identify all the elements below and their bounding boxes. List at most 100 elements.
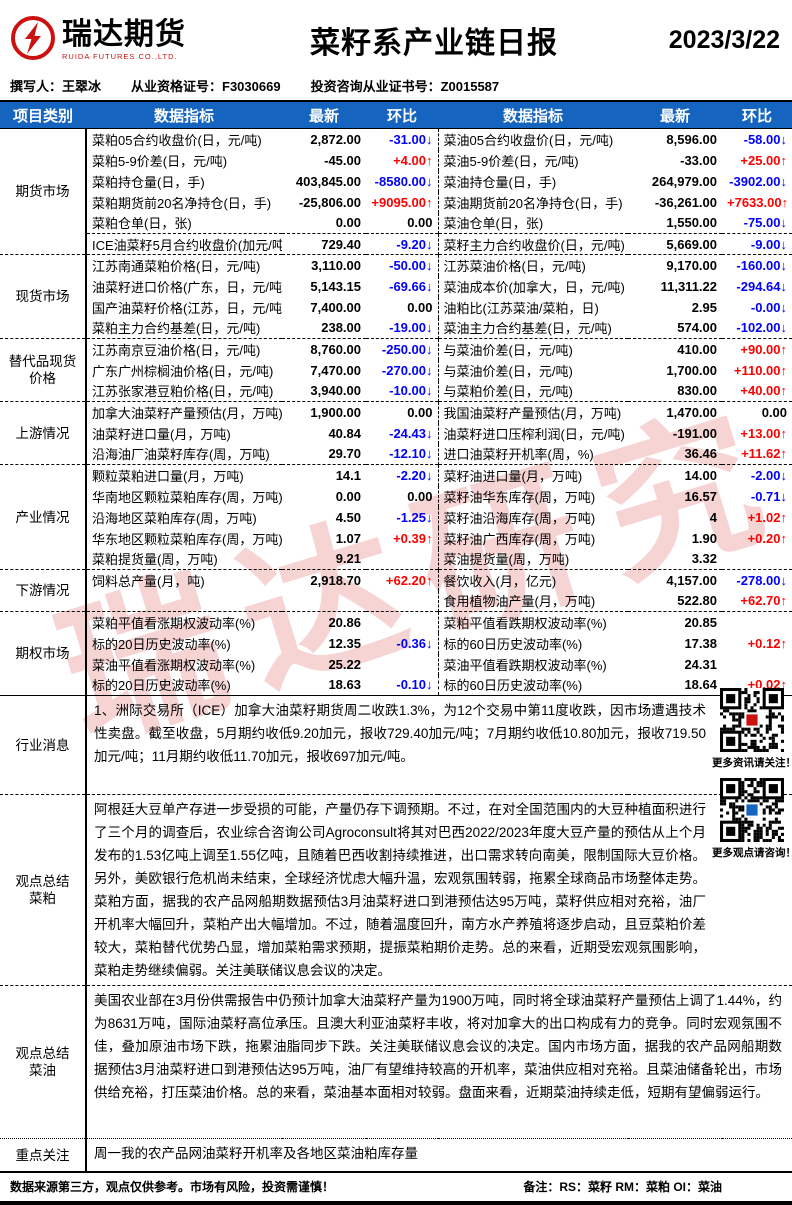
value-cell: 1,900.00 bbox=[282, 401, 366, 423]
data-table: 项目类别 数据指标 最新 环比 数据指标 最新 环比 期货市场 菜粕05合约收盘价… bbox=[0, 102, 792, 1173]
value-cell: 1.90 bbox=[691, 530, 717, 546]
change-cell: 0.00 bbox=[407, 299, 433, 315]
qr-caption-contact: 更多观点请咨询！ bbox=[712, 847, 792, 859]
indicator-cell: 华南地区颗粒菜粕库存(周，万吨) bbox=[92, 489, 282, 505]
change-cell: -24.43↓ bbox=[389, 425, 433, 441]
indicator-cell: 与菜油价差(日，元/吨) bbox=[437, 359, 628, 381]
qr-caption-news: 更多资讯请关注！ bbox=[712, 757, 792, 769]
indicator-cell: 标的20日历史波动率(%) bbox=[92, 678, 231, 694]
table-row: 菜粕5-9价差(日，元/吨) -45.00 +4.00↑ 菜油5-9价差(日，元/吨)… bbox=[0, 149, 792, 171]
table-row: 重点关注 周一我的农产品网油菜籽开机率及各地区菜油粕库存量 bbox=[0, 1138, 792, 1173]
indicator-cell: 油菜籽进口量(月，万吨) bbox=[92, 426, 231, 442]
change-cell: -270.00↓ bbox=[381, 362, 433, 378]
table-row: 食用植物油产量(月，万吨) 522.80 +62.70↑ bbox=[0, 590, 792, 612]
change-cell: -0.10↓ bbox=[396, 677, 433, 693]
change-cell: -2.00↓ bbox=[722, 464, 792, 486]
change-cell: +1.02↑ bbox=[747, 509, 787, 525]
change-cell bbox=[722, 549, 792, 570]
value-cell: 4,157.00 bbox=[628, 569, 722, 591]
indicator-cell: 菜油5-9价差(日，元/吨) bbox=[437, 149, 628, 171]
change-cell: 0.00 bbox=[366, 401, 438, 423]
value-cell: 20.86 bbox=[282, 611, 366, 633]
value-cell: 1,470.00 bbox=[628, 401, 722, 423]
table-row: 标的20日历史波动率(%) 18.63 -0.10↓ 标的60日历史波动率(%) 18.… bbox=[0, 674, 792, 696]
change-cell: +0.12↑ bbox=[747, 635, 787, 651]
change-cell: -19.00↓ bbox=[389, 320, 433, 336]
text-cell: 阿根廷大豆单产存进一步受损的可能，产量仍存下调预期。不过，在对全国范围内的大豆种… bbox=[86, 794, 792, 986]
change-cell bbox=[366, 654, 438, 675]
value-cell: 8,760.00 bbox=[282, 338, 366, 360]
value-cell: 729.40 bbox=[282, 233, 366, 255]
value-cell: 3,110.00 bbox=[282, 254, 366, 276]
indicator-cell: 颗粒菜粕进口量(月，万吨) bbox=[86, 464, 282, 486]
value-cell: -45.00 bbox=[324, 152, 361, 168]
value-cell: 2.95 bbox=[691, 299, 717, 315]
value-cell: 830.00 bbox=[677, 383, 717, 399]
change-cell: +62.20↑ bbox=[366, 569, 438, 591]
category-cell: 现货市场 bbox=[0, 254, 87, 339]
indicator-cell: 油粕比(江苏菜油/菜粕，日) bbox=[437, 296, 628, 318]
change-cell: 0.00 bbox=[722, 401, 792, 423]
table-row: 华东地区颗粒菜粕库存(周，万吨) 1.07 +0.39↑ 菜籽油广西库存(周，万吨) 1… bbox=[0, 527, 792, 549]
category-cell: 观点总结 菜粕 bbox=[0, 794, 87, 986]
table-row: 观点总结 菜粕 阿根廷大豆单产存进一步受损的可能，产量仍存下调预期。不过，在对全国… bbox=[0, 794, 792, 986]
change-cell: -250.00↓ bbox=[366, 338, 438, 360]
value-cell: 7,400.00 bbox=[310, 299, 361, 315]
change-cell: +13.00↑ bbox=[740, 425, 787, 441]
indicator-cell: 华东地区颗粒菜粕库存(周，万吨) bbox=[92, 531, 282, 547]
change-cell: +4.00↑ bbox=[393, 152, 433, 168]
author-name: 撰写人：王翠冰 bbox=[10, 79, 102, 94]
report-footer: 数据来源第三方，观点仅供参考。市场有风险，投资需谨慎！ 备注：RS：菜籽 RM：… bbox=[0, 1173, 792, 1198]
change-cell: +110.00↑ bbox=[733, 362, 787, 378]
indicator-cell: 菜籽油进口量(月，万吨) bbox=[437, 464, 628, 486]
change-cell: +9095.00↑ bbox=[371, 194, 433, 210]
table-row: 江苏张家港豆粕价格(日，元/吨) 3,940.00 -10.00↓ 与菜粕价差(日，元… bbox=[0, 380, 792, 402]
change-cell: -278.00↓ bbox=[722, 569, 792, 591]
category-cell: 行业消息 bbox=[0, 695, 87, 795]
value-cell: 1,700.00 bbox=[666, 362, 717, 378]
value-cell: 1.07 bbox=[335, 530, 361, 546]
change-cell: +7633.00↑ bbox=[727, 194, 789, 210]
change-cell: -69.66↓ bbox=[389, 278, 433, 294]
indicator-cell: 广东广州棕榈油价格(日，元/吨) bbox=[92, 363, 274, 379]
category-cell: 下游情况 bbox=[0, 569, 87, 612]
value-cell: 0.00 bbox=[335, 215, 361, 231]
category-cell: 替代品现货 价格 bbox=[0, 338, 87, 402]
change-cell bbox=[366, 591, 438, 612]
indicator-cell: 菜粕仓单(日，张) bbox=[92, 216, 192, 232]
indicator-cell: 菜油05合约收盘价(日，元/吨) bbox=[437, 128, 628, 150]
table-row: ICE油菜籽5月合约收盘价(加元/吨) 729.40 -9.20↓ 菜籽主力合约收盘价… bbox=[0, 233, 792, 255]
col-header-latest-left: 最新 bbox=[282, 102, 366, 129]
category-cell: 产业情况 bbox=[0, 464, 87, 570]
table-row: 期权市场 菜粕平值看涨期权波动率(%) 20.86 菜粕平值看跌期权波动率(%) 20.… bbox=[0, 611, 792, 696]
change-cell bbox=[722, 611, 792, 633]
indicator-cell: 菜粕主力合约基差(日，元/吨) bbox=[92, 321, 261, 337]
indicator-cell: 菜粕提货量(周，万吨) bbox=[92, 552, 218, 568]
indicator-cell: 菜油仓单(日，张) bbox=[437, 212, 628, 234]
change-cell: -2.20↓ bbox=[366, 464, 438, 486]
table-row: 国产油菜籽价格(江苏，日，元/吨) 7,400.00 0.00 油粕比(江苏菜油/菜粕… bbox=[0, 296, 792, 318]
indicator-cell: 加拿大油菜籽产量预估(月，万吨) bbox=[86, 401, 282, 423]
value-cell: 40.84 bbox=[328, 425, 361, 441]
change-cell: -10.00↓ bbox=[389, 383, 433, 399]
change-cell bbox=[366, 611, 438, 633]
table-row: 产业情况 颗粒菜粕进口量(月，万吨) 14.1 -2.20↓ 菜籽油进口量(月，万吨) 1… bbox=[0, 464, 792, 570]
indicator-cell: 江苏菜油价格(日，元/吨) bbox=[437, 254, 628, 276]
value-cell: 29.70 bbox=[328, 446, 361, 462]
indicator-cell: 食用植物油产量(月，万吨) bbox=[437, 590, 628, 612]
value-cell: 0.00 bbox=[335, 488, 361, 504]
change-cell: -9.00↓ bbox=[722, 233, 792, 255]
value-cell: 25.22 bbox=[328, 656, 361, 672]
value-cell: 403,845.00 bbox=[295, 173, 361, 189]
change-cell: -1.25↓ bbox=[396, 509, 433, 525]
table-row: 华南地区颗粒菜粕库存(周，万吨) 0.00 0.00 菜籽油华东库存(周，万吨) 16.… bbox=[0, 485, 792, 507]
author-line: 撰写人：王翠冰 从业资格证号：F3030669 投资咨询从业证书号：Z00155… bbox=[0, 72, 792, 102]
table-row: 观点总结 菜油 美国农业部在3月份供需报告中仍预计加拿大油菜籽产量为1900万吨，… bbox=[0, 985, 792, 1139]
table-row: 行业消息 1、洲际交易所（ICE）加拿大油菜籽期货周二收跌1.3%，为12个交易中… bbox=[0, 695, 792, 795]
report-date: 2023/3/22 bbox=[668, 25, 780, 54]
category-cell: 观点总结 菜油 bbox=[0, 985, 87, 1139]
indicator-cell: 菜籽油华东库存(周，万吨) bbox=[437, 485, 628, 507]
change-cell: -160.00↓ bbox=[722, 254, 792, 276]
table-row: 标的20日历史波动率(%) 12.35 -0.36↓ 标的60日历史波动率(%) 17.… bbox=[0, 632, 792, 654]
change-cell: -102.00↓ bbox=[736, 320, 787, 336]
